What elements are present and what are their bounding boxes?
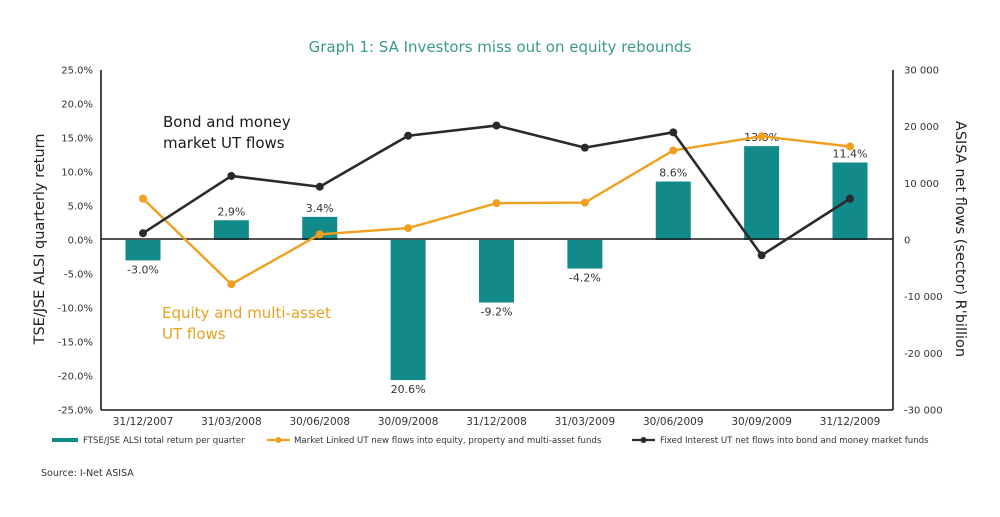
legend-swatch-bars <box>52 438 78 442</box>
x-tick-label: 30/09/2008 <box>378 416 439 428</box>
bar <box>213 220 249 240</box>
bar <box>567 240 603 269</box>
bar-value-label: 2,9% <box>217 205 245 218</box>
equity-annotation-line-1: Equity and multi-asset <box>162 304 331 322</box>
bars-series <box>125 146 868 381</box>
bar-value-label: -9.2% <box>481 306 513 319</box>
legend-marker-equity <box>275 437 282 443</box>
right-tick-label: -20 000 <box>904 349 943 360</box>
bar-value-label: 3.4% <box>306 202 334 215</box>
left-tick-label: 15.0% <box>61 134 93 145</box>
equity-flows-point <box>492 199 501 208</box>
legend-label-equity: Market Linked UT new flows into equity, … <box>294 436 602 446</box>
left-tick-label: -15.0% <box>58 338 93 349</box>
x-axis-ticks: 31/12/2007 31/03/2008 30/06/2008 30/09/2008… <box>113 416 881 428</box>
bar <box>390 240 426 381</box>
right-axis-label: ASISA net flows (sector) R'billion <box>952 121 968 357</box>
bond-flows-point <box>757 251 766 260</box>
bar-value-label: 11.4% <box>833 147 868 160</box>
right-tick-label: -10 000 <box>904 292 943 303</box>
left-tick-label: -20.0% <box>58 372 93 383</box>
legend-item-bars: FTSE/JSE ALSI total return per quarter <box>52 436 245 446</box>
x-tick-label: 31/12/2009 <box>820 416 881 428</box>
legend: FTSE/JSE ALSI total return per quarter M… <box>52 436 929 446</box>
x-tick-label: 30/06/2008 <box>289 416 350 428</box>
x-tick-label: 30/06/2009 <box>643 416 704 428</box>
source-note: Source: I-Net ASISA <box>41 468 134 479</box>
bar-value-label: 8.6% <box>659 167 687 180</box>
line-series <box>139 121 854 289</box>
left-tick-label: 5.0% <box>68 202 93 213</box>
bond-annotation-line-2: market UT flows <box>163 134 285 152</box>
right-tick-label: 0 <box>904 236 910 247</box>
x-tick-label: 31/12/2008 <box>466 416 527 428</box>
equity-flows-point <box>139 194 147 203</box>
legend-label-bond: Fixed Interest UT net flows into bond an… <box>660 436 929 446</box>
equity-flows-point <box>669 146 678 155</box>
left-tick-label: -10.0% <box>58 304 93 315</box>
left-tick-label: -25.0% <box>58 406 93 417</box>
bar-value-label: -4.2% <box>569 272 601 285</box>
bond-flows-point <box>492 121 501 130</box>
equity-flows-point <box>404 224 413 233</box>
right-axis-ticks: 30 000 20 000 10 000 0 -10 000 -20 000 -30 000 <box>904 66 943 417</box>
left-axis-ticks: 25.0% 20.0% 15.0% 10.0% 5.0% 0.0% -5.0% -10.0% -… <box>58 66 93 417</box>
left-tick-label: 20.0% <box>61 100 93 111</box>
chart-title: Graph 1: SA Investors miss out on equity… <box>309 38 692 56</box>
bond-annotation-line-1: Bond and money <box>163 113 291 131</box>
equity-annotation-line-2: UT flows <box>162 325 226 343</box>
legend-marker-bond <box>640 437 647 443</box>
x-tick-label: 31/03/2008 <box>201 416 262 428</box>
legend-label-bars: FTSE/JSE ALSI total return per quarter <box>83 436 245 446</box>
equity-flows-point <box>757 132 766 141</box>
equity-flows-point <box>846 142 854 151</box>
legend-item-equity: Market Linked UT new flows into equity, … <box>267 436 602 446</box>
x-tick-label: 31/03/2009 <box>555 416 616 428</box>
left-axis-label: TSE/JSE ALSI quarterly return <box>32 134 48 346</box>
bond-flows-point <box>227 171 236 180</box>
right-tick-label: 20 000 <box>904 122 939 133</box>
right-tick-label: 30 000 <box>904 66 939 77</box>
bar <box>655 181 691 240</box>
right-tick-label: -30 000 <box>904 406 943 417</box>
bar-value-label: 20.6% <box>391 383 426 396</box>
equity-flows-point <box>227 280 236 289</box>
bar-value-label: -3.0% <box>127 263 159 276</box>
bond-flows-point <box>404 131 413 140</box>
bond-flows-point <box>139 229 147 238</box>
equity-flows-point <box>580 198 589 207</box>
bar <box>744 146 780 240</box>
bond-annotation: Bond and money market UT flows <box>163 113 291 152</box>
left-tick-label: -5.0% <box>64 270 93 281</box>
left-tick-label: 0.0% <box>68 236 93 247</box>
bond-flows-point <box>580 143 589 152</box>
bond-flows-point <box>315 182 324 191</box>
equity-flows-point <box>315 230 324 239</box>
bond-flows-point <box>669 128 678 137</box>
legend-item-bond: Fixed Interest UT net flows into bond an… <box>632 436 929 446</box>
left-tick-label: 10.0% <box>61 168 93 179</box>
bond-flows-point <box>846 194 854 203</box>
bar <box>479 240 514 303</box>
right-tick-label: 10 000 <box>904 179 939 190</box>
left-tick-label: 25.0% <box>61 66 93 77</box>
x-tick-label: 31/12/2007 <box>113 416 174 428</box>
x-tick-label: 30/09/2009 <box>731 416 792 428</box>
equity-annotation: Equity and multi-asset UT flows <box>162 304 331 343</box>
bar <box>125 240 161 261</box>
